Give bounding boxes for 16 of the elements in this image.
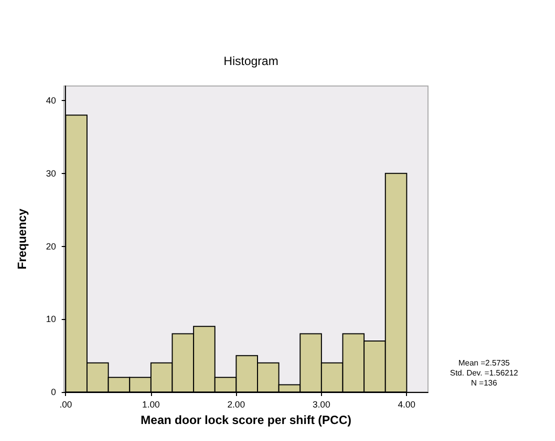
x-tick-label: 2.00 — [227, 400, 245, 410]
x-tick-label: 1.00 — [142, 400, 160, 410]
chart-title: Histogram — [224, 54, 278, 68]
x-tick-label: 3.00 — [312, 400, 330, 410]
y-tick-label: 30 — [46, 168, 56, 178]
y-axis-title: Frequency — [15, 208, 29, 270]
text: Mean =2.5735 — [458, 358, 510, 368]
text: Std. Dev. =1.56212 — [450, 368, 519, 378]
x-tick-label: .00 — [59, 400, 72, 410]
text: N =136 — [471, 378, 498, 388]
x-axis-title: Mean door lock score per shift (PCC) — [140, 413, 352, 427]
y-tick-label: 10 — [46, 314, 56, 324]
y-tick-label: 0 — [50, 387, 56, 397]
x-tick-label: 4.00 — [398, 400, 416, 410]
y-tick-label: 20 — [46, 241, 56, 252]
y-tick-label: 40 — [46, 96, 56, 106]
